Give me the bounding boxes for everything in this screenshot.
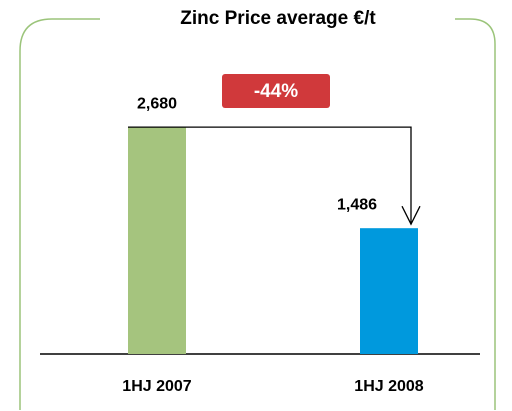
arrow-head (401, 205, 421, 226)
frame (19, 18, 496, 410)
bar (128, 127, 186, 355)
bar (360, 228, 418, 354)
annotation-box (222, 74, 330, 108)
value-label: 1,486 (337, 196, 377, 213)
x-tick-label: 1HJ 2007 (122, 378, 191, 395)
chart-title: Zinc Price average €/t (180, 8, 376, 29)
change-arrow (128, 126, 412, 225)
x-tick-label: 1HJ 2008 (354, 378, 423, 395)
value-label: 2,680 (137, 95, 177, 112)
annotation: -44% (254, 81, 298, 102)
